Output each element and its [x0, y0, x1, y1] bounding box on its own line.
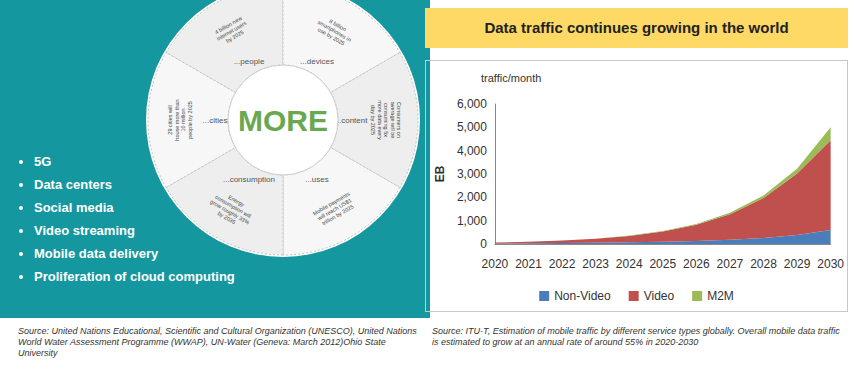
svg-text:will reach US$1: will reach US$1: [316, 197, 353, 222]
svg-text:4 billion new: 4 billion new: [213, 15, 243, 36]
svg-text:Mobile payments: Mobile payments: [311, 190, 351, 217]
svg-text:...cities: ...cities: [203, 116, 228, 125]
html-text:Mobile data delivery: Mobile data delivery: [34, 246, 159, 261]
svg-text:trillion by 2025: trillion by 2025: [321, 203, 355, 226]
svg-text:by 2025: by 2025: [225, 29, 245, 44]
svg-text:...people: ...people: [234, 57, 265, 66]
svg-text:traffic/month: traffic/month: [481, 72, 541, 84]
svg-text:5,000: 5,000: [457, 120, 487, 134]
svg-text:day by 2025: day by 2025: [370, 105, 376, 135]
svg-text:grow roughly 33%: grow roughly 33%: [209, 198, 250, 225]
svg-text:2029: 2029: [784, 257, 811, 271]
html-text:Social media: Social media: [34, 200, 114, 215]
svg-text:consumption will: consumption will: [214, 193, 253, 220]
svg-text:consuming 5x: consuming 5x: [383, 103, 389, 137]
svg-text:Consumers on: Consumers on: [396, 102, 402, 138]
html-text:Data traffic continues growing: Data traffic continues growing in the wo…: [484, 19, 789, 36]
html-text:5G: 5G: [34, 154, 52, 169]
svg-text:2021: 2021: [515, 257, 542, 271]
svg-text:by 2035: by 2035: [217, 210, 237, 225]
svg-text:...devices: ...devices: [300, 57, 334, 66]
html-text:Source: United Nations Educati: Source: United Nations Educational, Scie…: [18, 326, 417, 358]
svg-text:4,000: 4,000: [457, 144, 487, 158]
svg-text:2026: 2026: [683, 257, 710, 271]
svg-text:...consumption: ...consumption: [223, 175, 275, 184]
svg-text:2,000: 2,000: [457, 190, 487, 204]
svg-text:...content: ...content: [335, 116, 369, 125]
html-text:Data centers: Data centers: [34, 177, 112, 192]
svg-text:EB: EB: [433, 165, 447, 182]
svg-text:2020: 2020: [482, 257, 509, 271]
svg-text:Non-Video: Non-Video: [554, 289, 611, 303]
svg-text:average will be: average will be: [390, 102, 396, 139]
svg-text:use by 2025: use by 2025: [317, 26, 346, 46]
svg-text:2022: 2022: [549, 257, 576, 271]
svg-text:8 billion: 8 billion: [328, 17, 348, 33]
svg-text:29 cities will: 29 cities will: [167, 105, 173, 134]
svg-text:MORE: MORE: [238, 104, 328, 137]
svg-text:people by 2025: people by 2025: [187, 101, 193, 139]
svg-text:2023: 2023: [582, 257, 609, 271]
svg-text:2025: 2025: [649, 257, 676, 271]
svg-text:6,000: 6,000: [457, 97, 487, 111]
svg-text:internet users: internet users: [215, 19, 248, 42]
svg-text:3,000: 3,000: [457, 167, 487, 181]
svg-text:smartphones in: smartphones in: [316, 18, 353, 43]
svg-text:Video: Video: [644, 289, 675, 303]
svg-text:...uses: ...uses: [305, 175, 329, 184]
svg-text:2027: 2027: [717, 257, 744, 271]
svg-text:Energy: Energy: [227, 193, 246, 208]
svg-text:M2M: M2M: [707, 289, 734, 303]
svg-text:2028: 2028: [750, 257, 777, 271]
svg-text:0: 0: [480, 237, 487, 251]
html-text:Proliferation of cloud computi: Proliferation of cloud computing: [34, 269, 235, 284]
svg-text:2030: 2030: [817, 257, 844, 271]
svg-text:1,000: 1,000: [457, 214, 487, 228]
svg-text:more data every: more data every: [377, 100, 383, 140]
svg-text:house more than: house more than: [174, 99, 180, 140]
svg-text:10 million: 10 million: [180, 108, 186, 131]
html-text:Source: ITU-T, Estimation of m: Source: ITU-T, Estimation of mobile traf…: [432, 326, 840, 347]
svg-text:2024: 2024: [616, 257, 643, 271]
html-text:Video streaming: Video streaming: [34, 223, 135, 238]
